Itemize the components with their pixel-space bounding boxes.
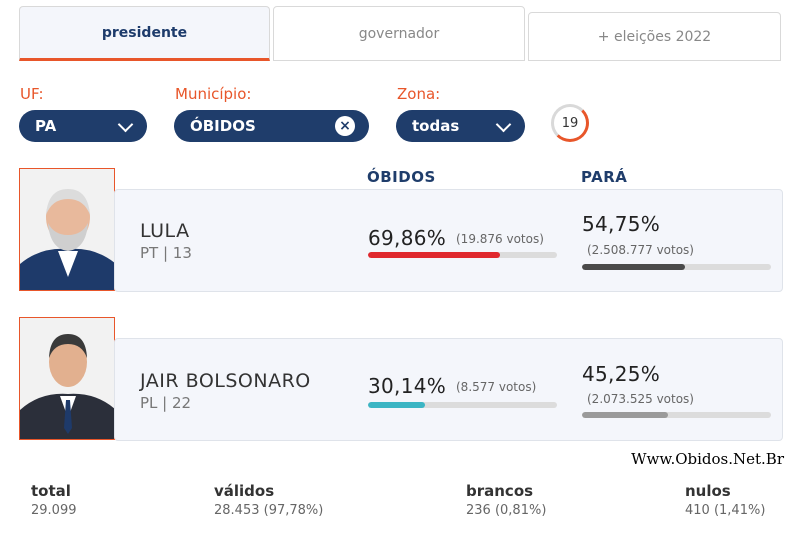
- brancos-value: 236 (0,81%): [466, 503, 547, 518]
- tab-governador[interactable]: governador: [273, 6, 525, 61]
- column-state-header: PARÁ: [581, 168, 628, 186]
- candidate-card-bolsonaro: JAIR BOLSONARO PL | 22 30,14% (8.577 vot…: [114, 338, 783, 441]
- uf-value: PA: [35, 117, 57, 135]
- municipio-select[interactable]: ÓBIDOS ×: [174, 110, 369, 142]
- total-value: 29.099: [31, 503, 77, 518]
- candidate-name: LULA: [140, 220, 190, 242]
- local-progress-fill: [368, 402, 425, 408]
- local-votes: (8.577 votos): [456, 380, 537, 394]
- local-votes: (19.876 votos): [456, 232, 544, 246]
- local-percentage: 69,86%: [368, 226, 447, 250]
- uf-label: UF:: [20, 85, 44, 103]
- uf-select[interactable]: PA: [19, 110, 147, 142]
- state-progress-fill: [582, 412, 668, 418]
- zona-label: Zona:: [397, 85, 441, 103]
- refresh-timer[interactable]: 19: [551, 104, 589, 142]
- total-label: total: [31, 482, 71, 500]
- local-progress-bar: [368, 252, 557, 258]
- candidate-photo-bolsonaro: [19, 317, 115, 440]
- candidate-name: JAIR BOLSONARO: [140, 370, 311, 392]
- nulos-value: 410 (1,41%): [685, 503, 766, 518]
- validos-label: válidos: [214, 482, 275, 500]
- chevron-down-icon: [495, 116, 512, 133]
- local-progress-fill: [368, 252, 501, 258]
- candidate-party: PL | 22: [140, 394, 192, 412]
- municipio-value: ÓBIDOS: [190, 117, 256, 135]
- candidate-photo-lula: [19, 168, 115, 291]
- local-progress-bar: [368, 402, 557, 408]
- state-progress-bar: [582, 264, 771, 270]
- chevron-down-icon: [117, 116, 134, 133]
- municipio-label: Município:: [175, 85, 252, 103]
- state-progress-bar: [582, 412, 771, 418]
- state-votes: (2.073.525 votos): [587, 392, 694, 406]
- state-votes: (2.508.777 votos): [587, 243, 694, 257]
- clear-icon[interactable]: ×: [335, 116, 355, 136]
- brancos-label: brancos: [466, 482, 534, 500]
- local-percentage: 30,14%: [368, 374, 447, 398]
- state-percentage: 45,25%: [582, 362, 661, 386]
- zona-select[interactable]: todas: [396, 110, 525, 142]
- nulos-label: nulos: [685, 482, 731, 500]
- person-portrait-icon: [20, 169, 114, 290]
- zona-value: todas: [412, 117, 460, 135]
- candidate-party: PT | 13: [140, 244, 192, 262]
- candidate-card-lula: LULA PT | 13 69,86% (19.876 votos) 54,75…: [114, 189, 783, 292]
- tab-eleicoes-2022[interactable]: + eleições 2022: [528, 12, 781, 61]
- column-local-header: ÓBIDOS: [367, 168, 436, 186]
- tab-presidente[interactable]: presidente: [19, 6, 270, 61]
- state-progress-fill: [582, 264, 686, 270]
- refresh-seconds: 19: [561, 115, 579, 131]
- watermark-text: Www.Obidos.Net.Br: [631, 450, 784, 468]
- person-portrait-icon: [20, 318, 114, 439]
- validos-value: 28.453 (97,78%): [214, 503, 324, 518]
- state-percentage: 54,75%: [582, 212, 661, 236]
